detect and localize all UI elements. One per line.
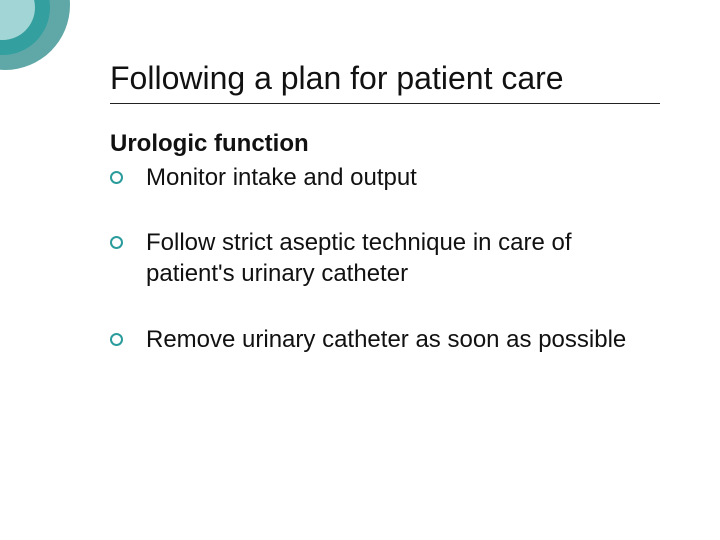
- list-item-text: Follow strict aseptic technique in care …: [146, 229, 572, 287]
- list-item: Monitor intake and output: [110, 162, 660, 193]
- bullet-icon: [110, 333, 123, 346]
- bullet-icon: [110, 171, 123, 184]
- list-item: Remove urinary catheter as soon as possi…: [110, 324, 660, 355]
- slide-container: Following a plan for patient care Urolog…: [0, 0, 720, 540]
- bullet-icon: [110, 236, 123, 249]
- slide-title: Following a plan for patient care: [110, 60, 660, 97]
- list-item-text: Remove urinary catheter as soon as possi…: [146, 326, 626, 353]
- slide-subtitle: Urologic function: [110, 130, 660, 158]
- title-divider: [110, 103, 660, 104]
- list-item: Follow strict aseptic technique in care …: [110, 227, 660, 289]
- list-item-text: Monitor intake and output: [146, 164, 417, 191]
- bullet-list: Monitor intake and output Follow strict …: [110, 162, 660, 355]
